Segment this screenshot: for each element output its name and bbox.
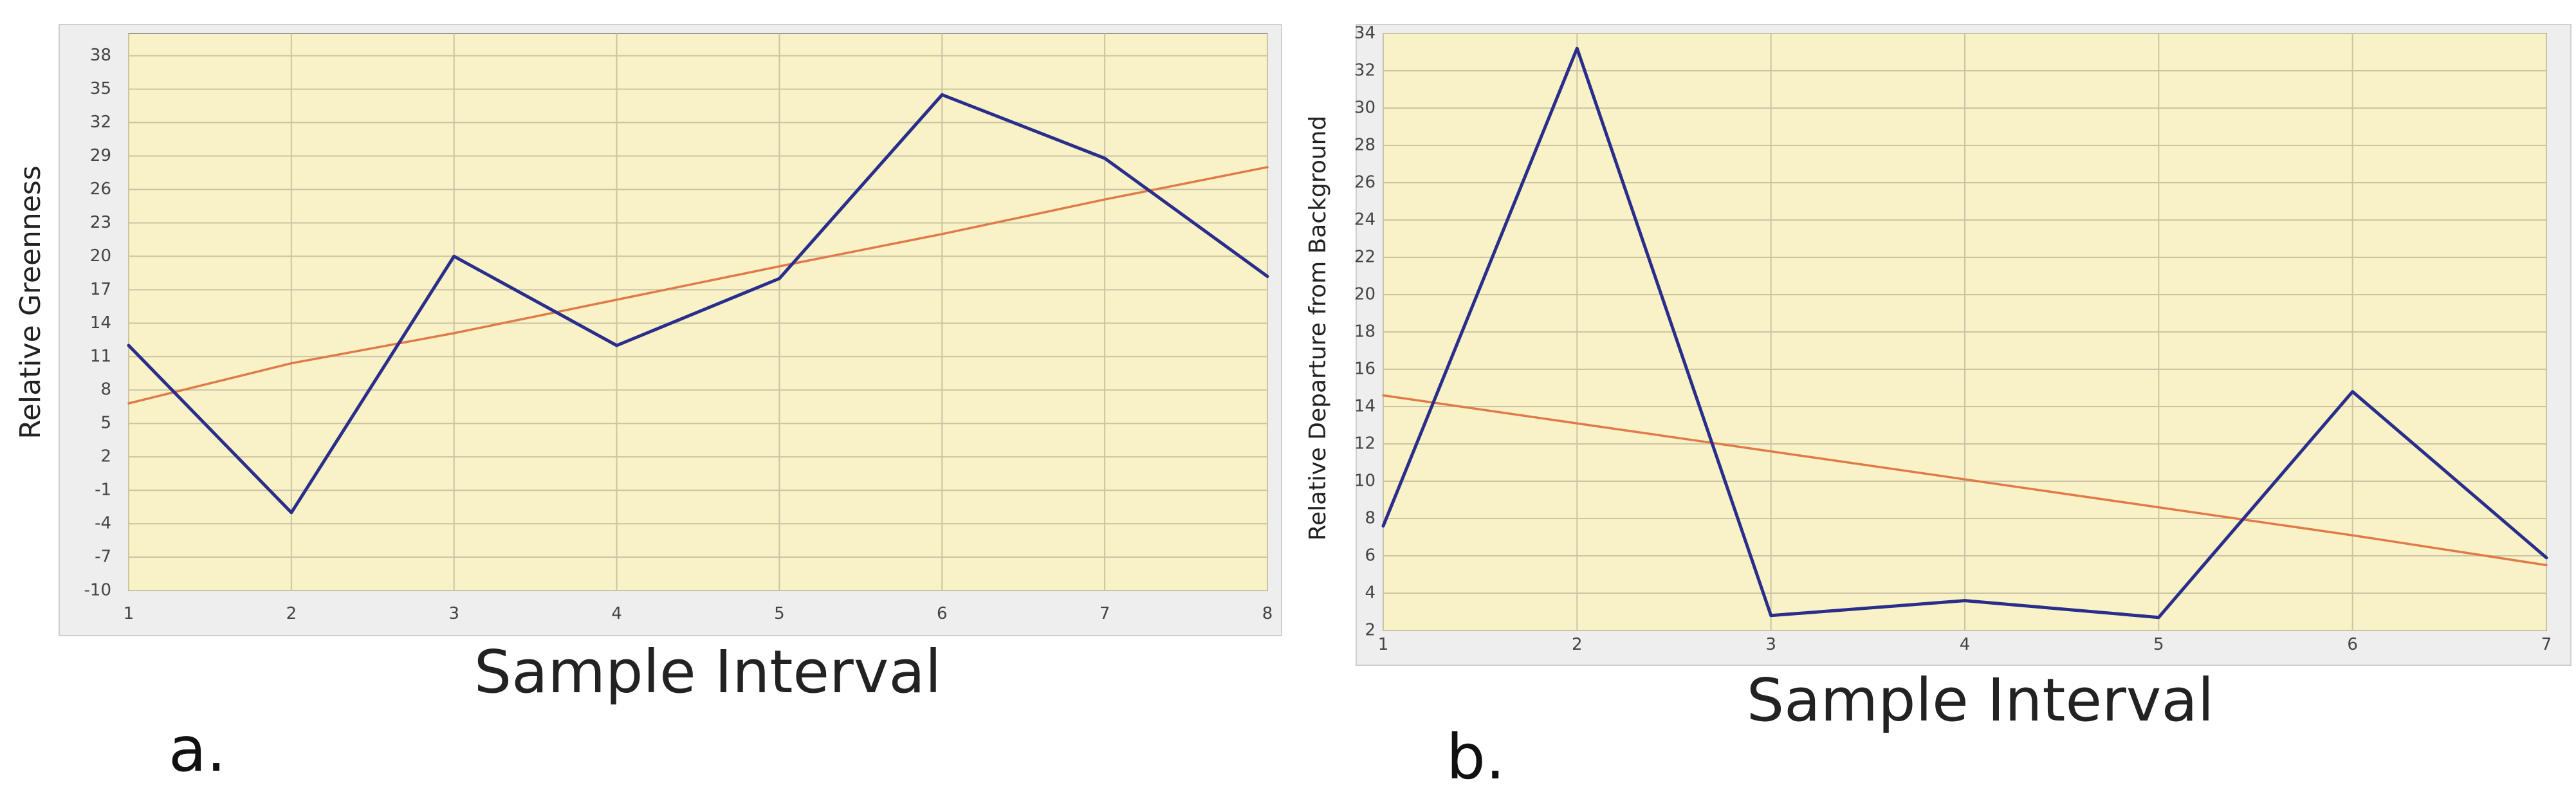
x-axis-title: Sample Interval [1747,666,2214,735]
y-tick-label: -4 [95,514,111,533]
x-tick-label: 5 [2153,635,2164,654]
y-tick-label: 32 [1354,61,1375,80]
y-tick-label: 14 [1354,397,1375,416]
y-tick-label: 22 [1354,248,1375,267]
y-tick-label: 38 [90,46,111,65]
series-line [1381,46,2548,620]
y-tick-label: 20 [1354,285,1375,304]
y-tick-label: 16 [1354,360,1375,379]
panel-label: a. [169,713,226,785]
trend-line [127,166,1269,405]
y-tick-label: 26 [1354,173,1375,192]
y-tick-label: 6 [1365,546,1375,565]
x-tick-label: 3 [1765,635,1776,654]
y-tick-label: 8 [1365,509,1375,528]
x-tick-label: 6 [937,604,948,623]
y-tick-label: 23 [90,213,111,232]
x-tick-label: 7 [2541,635,2552,654]
y-tick-label: 2 [1365,621,1375,640]
y-tick-label: 18 [1354,322,1375,342]
y-tick-label: -10 [84,581,111,600]
x-tick-label: 1 [1378,635,1389,654]
x-tick-label: 5 [774,604,785,623]
y-tick-label: 29 [90,146,111,165]
y-tick-label: 24 [1354,210,1375,230]
x-tick-label: 2 [286,604,297,623]
series-line [127,93,1269,515]
y-tick-label: 12 [1354,434,1375,454]
y-tick-label: 17 [90,280,111,299]
y-tick-label: -7 [95,547,111,567]
x-tick-label: 2 [1572,635,1583,654]
y-tick-label: 35 [90,79,111,98]
x-tick-label: 8 [1262,604,1273,623]
y-tick-label: -1 [95,481,111,500]
y-tick-label: 10 [1354,472,1375,491]
y-tick-label: 5 [100,414,111,433]
panel-label: b. [1446,721,1505,790]
y-tick-label: 14 [90,313,111,333]
y-tick-label: 28 [1354,136,1375,155]
y-axis-title: Relative Departure from Background [1305,116,1331,541]
y-tick-label: 30 [1354,98,1375,118]
x-tick-label: 3 [448,604,459,623]
x-tick-label: 4 [1960,635,1971,654]
x-axis-title: Sample Interval [474,638,942,706]
x-tick-label: 4 [611,604,622,623]
x-tick-label: 1 [124,604,134,623]
y-tick-label: 26 [90,179,111,199]
y-tick-label: 2 [100,447,111,466]
y-tick-label: 8 [100,380,111,400]
y-tick-label: 4 [1365,583,1375,603]
y-tick-label: 34 [1354,24,1375,43]
trend-line [1382,394,2548,567]
y-tick-label: 20 [90,246,111,266]
y-tick-label: 11 [90,347,111,366]
y-axis-title: Relative Greenness [14,165,47,439]
y-tick-label: 32 [90,113,111,132]
x-tick-label: 7 [1099,604,1110,623]
x-tick-label: 6 [2347,635,2358,654]
